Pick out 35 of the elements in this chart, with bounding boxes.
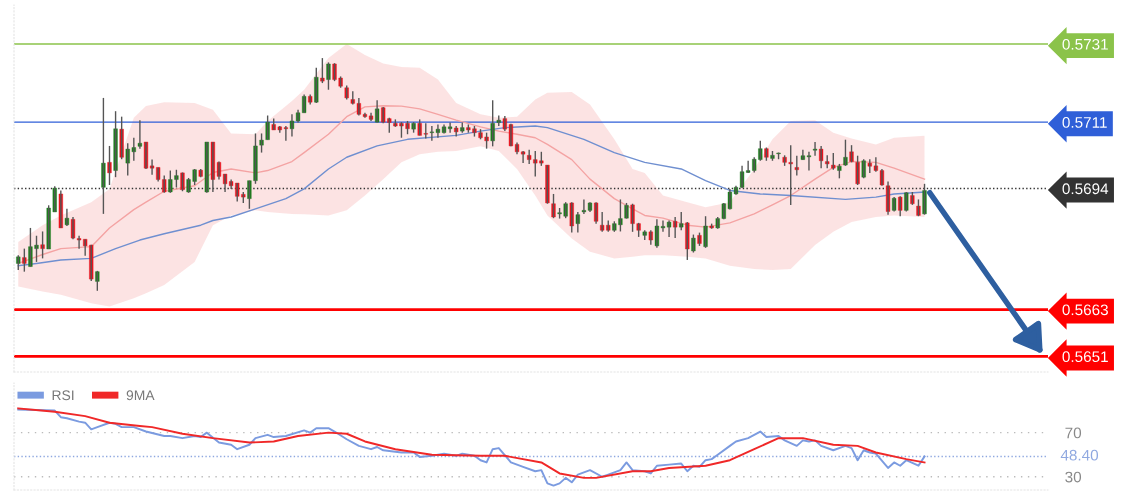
candlestick — [314, 67, 319, 104]
legend-label: RSI — [52, 390, 74, 401]
candlestick — [180, 171, 185, 192]
candlestick — [679, 211, 684, 231]
y-tick-label: 0.5731 — [1062, 38, 1108, 50]
candlestick — [119, 115, 124, 160]
candlestick — [113, 110, 118, 178]
candlestick — [40, 230, 45, 260]
candlestick — [861, 158, 866, 180]
candlestick — [22, 247, 27, 273]
candlestick — [107, 145, 112, 186]
legend-label: 9MA — [126, 390, 155, 401]
candlestick — [101, 97, 106, 215]
candlestick — [898, 195, 903, 217]
candlestick — [320, 57, 325, 84]
candlestick — [703, 215, 708, 249]
ref-line-label: 48.40 — [1060, 449, 1099, 461]
candlestick — [569, 201, 574, 234]
y-tick-label: 0.5663 — [1062, 304, 1108, 316]
candlestick — [454, 125, 459, 138]
y-tick-label: 0.5711 — [1062, 117, 1107, 128]
y-tick-label: 0.5694 — [1062, 183, 1109, 195]
y-tick-label: 70 — [1065, 427, 1082, 439]
candlestick — [922, 183, 927, 216]
candlestick — [685, 221, 690, 261]
candlestick — [490, 99, 495, 148]
y-tick-label: 30 — [1065, 471, 1082, 483]
candlestick — [95, 270, 100, 292]
y-tick-label: 0.5651 — [1062, 351, 1108, 363]
candlestick — [326, 61, 331, 91]
candlestick — [843, 139, 848, 167]
candlestick — [794, 155, 799, 177]
candlestick — [904, 191, 909, 213]
candlestick — [812, 141, 818, 157]
candlestick — [855, 155, 860, 186]
